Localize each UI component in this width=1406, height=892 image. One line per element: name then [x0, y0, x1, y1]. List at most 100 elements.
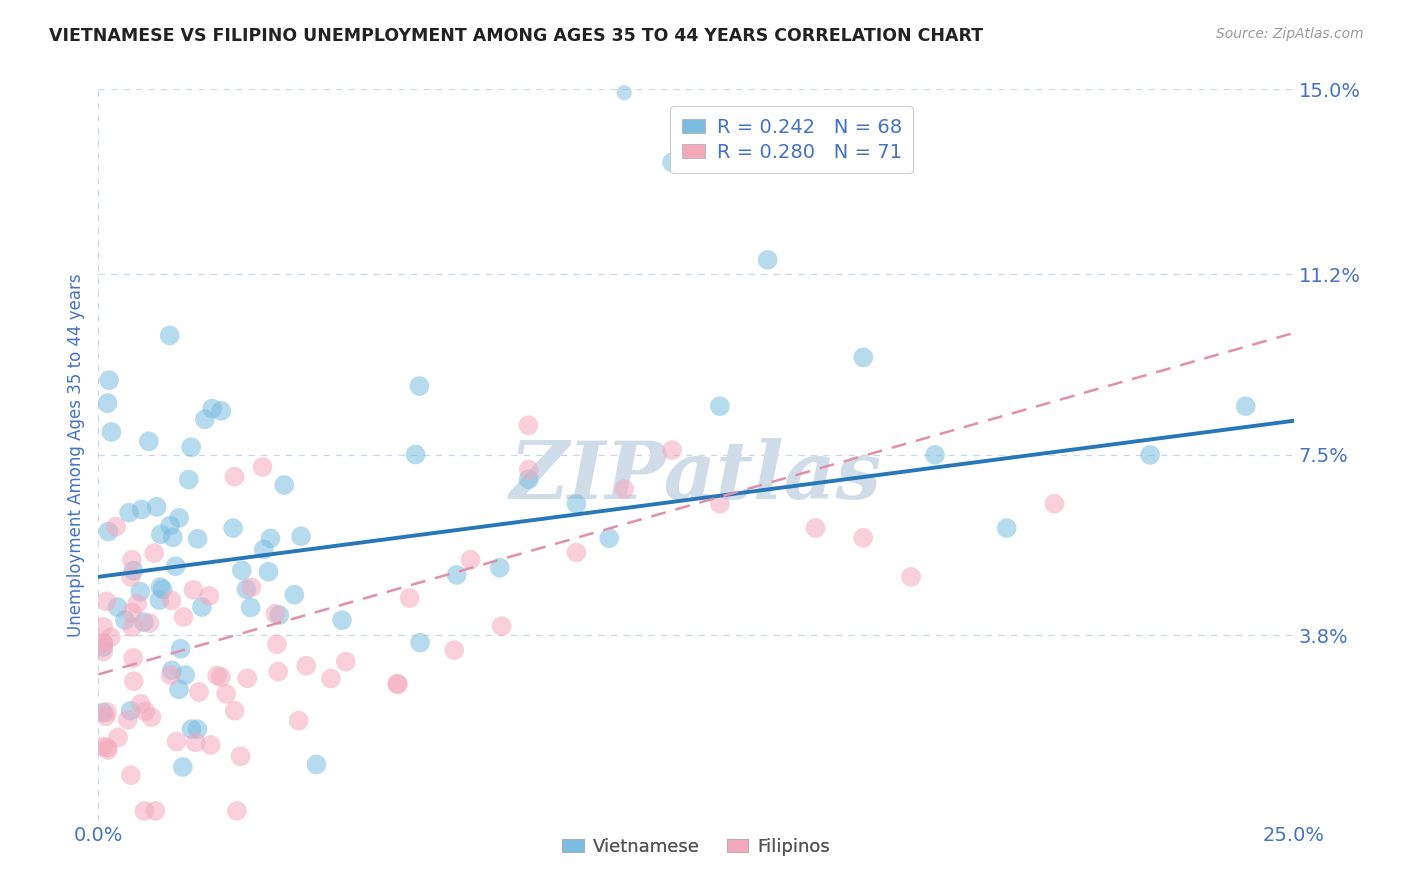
- Point: [517, 462, 540, 476]
- Point: [565, 545, 588, 559]
- Point: [253, 542, 276, 557]
- Point: [183, 582, 205, 597]
- Point: [273, 478, 295, 492]
- Point: [398, 591, 420, 605]
- Point: [96, 396, 118, 410]
- Point: [191, 600, 214, 615]
- Point: [121, 553, 143, 567]
- Point: [995, 521, 1018, 535]
- Point: [121, 620, 143, 634]
- Point: [122, 651, 145, 665]
- Point: [91, 636, 114, 650]
- Point: [852, 351, 875, 365]
- Point: [661, 155, 683, 169]
- Point: [900, 570, 922, 584]
- Point: [107, 600, 129, 615]
- Point: [409, 635, 432, 649]
- Point: [173, 610, 195, 624]
- Point: [517, 418, 540, 433]
- Point: [122, 674, 145, 689]
- Point: [269, 608, 291, 623]
- Point: [200, 738, 222, 752]
- Point: [177, 473, 200, 487]
- Point: [267, 665, 290, 679]
- Point: [117, 713, 139, 727]
- Point: [167, 682, 190, 697]
- Point: [160, 593, 183, 607]
- Point: [460, 552, 482, 566]
- Y-axis label: Unemployment Among Ages 35 to 44 years: Unemployment Among Ages 35 to 44 years: [66, 273, 84, 637]
- Point: [121, 606, 143, 620]
- Point: [91, 636, 114, 650]
- Point: [184, 735, 207, 749]
- Point: [613, 482, 636, 496]
- Point: [96, 594, 118, 608]
- Point: [287, 714, 309, 728]
- Point: [143, 546, 166, 560]
- Point: [129, 697, 152, 711]
- Point: [180, 722, 202, 736]
- Point: [170, 641, 193, 656]
- Point: [290, 529, 312, 543]
- Point: [159, 668, 181, 682]
- Point: [252, 460, 274, 475]
- Point: [259, 532, 281, 546]
- Point: [335, 655, 357, 669]
- Point: [91, 644, 114, 658]
- Point: [120, 768, 142, 782]
- Point: [131, 502, 153, 516]
- Point: [120, 704, 142, 718]
- Point: [1139, 448, 1161, 462]
- Point: [98, 373, 121, 387]
- Point: [224, 704, 246, 718]
- Point: [91, 739, 114, 754]
- Point: [162, 530, 184, 544]
- Point: [100, 425, 122, 439]
- Point: [598, 531, 620, 545]
- Point: [405, 448, 427, 462]
- Point: [174, 668, 197, 682]
- Point: [138, 616, 160, 631]
- Point: [141, 710, 163, 724]
- Point: [96, 740, 118, 755]
- Point: [94, 709, 117, 723]
- Point: [225, 804, 247, 818]
- Point: [804, 521, 827, 535]
- Point: [120, 570, 142, 584]
- Point: [149, 580, 172, 594]
- Point: [145, 804, 167, 818]
- Point: [91, 620, 114, 634]
- Point: [264, 607, 287, 621]
- Text: ZIPatlas: ZIPatlas: [510, 438, 882, 516]
- Point: [488, 561, 510, 575]
- Point: [167, 511, 190, 525]
- Point: [1234, 399, 1257, 413]
- Point: [305, 757, 328, 772]
- Point: [159, 518, 181, 533]
- Point: [91, 706, 114, 720]
- Point: [97, 524, 120, 539]
- Point: [387, 677, 409, 691]
- Point: [709, 399, 731, 413]
- Point: [194, 412, 217, 426]
- Point: [224, 469, 246, 483]
- Point: [330, 613, 353, 627]
- Point: [107, 731, 129, 745]
- Point: [160, 663, 183, 677]
- Point: [132, 615, 155, 629]
- Point: [443, 643, 465, 657]
- Point: [215, 687, 238, 701]
- Point: [105, 519, 128, 533]
- Point: [138, 434, 160, 449]
- Point: [201, 401, 224, 416]
- Point: [446, 568, 468, 582]
- Point: [165, 559, 187, 574]
- Point: [491, 619, 513, 633]
- Point: [127, 597, 149, 611]
- Point: [266, 637, 288, 651]
- Point: [118, 506, 141, 520]
- Point: [231, 563, 253, 577]
- Point: [408, 379, 430, 393]
- Point: [134, 804, 156, 818]
- Point: [166, 734, 188, 748]
